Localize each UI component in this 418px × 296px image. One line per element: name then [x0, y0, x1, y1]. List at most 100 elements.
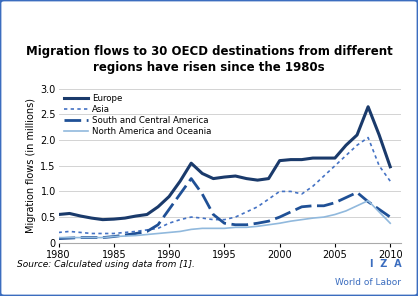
North America and Oceania: [388, 221, 393, 225]
Europe: [89, 216, 94, 220]
Asia: [366, 136, 371, 139]
Europe: [321, 156, 326, 160]
Europe: [299, 158, 304, 161]
Europe: [354, 133, 359, 137]
South and Central America: [310, 204, 315, 207]
North America and Oceania: [255, 225, 260, 228]
North America and Oceania: [211, 226, 216, 230]
Europe: [277, 159, 282, 163]
Asia: [244, 210, 249, 214]
Europe: [233, 174, 238, 178]
North America and Oceania: [89, 236, 94, 239]
Europe: [377, 133, 382, 137]
Europe: [255, 178, 260, 182]
North America and Oceania: [222, 226, 227, 230]
Line: Europe: Europe: [59, 107, 390, 220]
Asia: [299, 192, 304, 196]
Text: I  Z  A: I Z A: [370, 259, 401, 269]
Europe: [111, 217, 116, 221]
North America and Oceania: [321, 215, 326, 219]
Asia: [377, 164, 382, 168]
Asia: [155, 226, 161, 230]
North America and Oceania: [277, 221, 282, 225]
Asia: [233, 215, 238, 219]
Europe: [310, 156, 315, 160]
South and Central America: [133, 232, 138, 235]
Asia: [321, 174, 326, 178]
South and Central America: [122, 233, 127, 237]
Y-axis label: Migration flows (in millions): Migration flows (in millions): [26, 98, 36, 233]
Asia: [255, 205, 260, 209]
Asia: [388, 179, 393, 183]
Line: North America and Oceania: North America and Oceania: [59, 201, 390, 238]
Europe: [178, 179, 183, 183]
South and Central America: [189, 177, 194, 180]
South and Central America: [167, 207, 172, 211]
Asia: [310, 184, 315, 188]
South and Central America: [89, 236, 94, 239]
Europe: [332, 156, 337, 160]
Europe: [56, 213, 61, 216]
North America and Oceania: [244, 226, 249, 229]
Europe: [244, 177, 249, 180]
South and Central America: [321, 204, 326, 207]
South and Central America: [211, 213, 216, 216]
South and Central America: [366, 200, 371, 203]
Europe: [211, 177, 216, 180]
Asia: [56, 231, 61, 234]
Europe: [288, 158, 293, 161]
Line: Asia: Asia: [59, 138, 390, 234]
Europe: [266, 177, 271, 180]
North America and Oceania: [377, 210, 382, 214]
Europe: [133, 214, 138, 218]
North America and Oceania: [111, 235, 116, 238]
South and Central America: [111, 235, 116, 238]
Asia: [211, 218, 216, 221]
South and Central America: [145, 230, 150, 233]
North America and Oceania: [122, 234, 127, 238]
North America and Oceania: [189, 228, 194, 231]
North America and Oceania: [178, 230, 183, 233]
South and Central America: [266, 219, 271, 223]
Asia: [288, 190, 293, 193]
North America and Oceania: [133, 234, 138, 237]
Legend: Europe, Asia, South and Central America, North America and Oceania: Europe, Asia, South and Central America,…: [63, 93, 212, 137]
Asia: [178, 218, 183, 221]
South and Central America: [255, 221, 260, 225]
South and Central America: [233, 223, 238, 226]
South and Central America: [244, 223, 249, 226]
Asia: [67, 230, 72, 233]
North America and Oceania: [332, 213, 337, 216]
Asia: [78, 231, 83, 234]
Europe: [189, 161, 194, 165]
North America and Oceania: [67, 236, 72, 239]
Europe: [366, 105, 371, 109]
South and Central America: [222, 221, 227, 225]
Europe: [145, 213, 150, 216]
North America and Oceania: [266, 223, 271, 226]
Europe: [78, 214, 83, 218]
Europe: [200, 172, 205, 175]
Europe: [167, 195, 172, 198]
South and Central America: [178, 192, 183, 196]
South and Central America: [388, 215, 393, 219]
North America and Oceania: [344, 209, 349, 213]
South and Central America: [288, 210, 293, 214]
Asia: [200, 216, 205, 220]
South and Central America: [354, 191, 359, 194]
Asia: [354, 144, 359, 147]
Europe: [67, 212, 72, 215]
North America and Oceania: [299, 218, 304, 221]
South and Central America: [377, 207, 382, 211]
Europe: [388, 165, 393, 168]
Asia: [167, 221, 172, 225]
Europe: [155, 205, 161, 209]
North America and Oceania: [56, 236, 61, 239]
South and Central America: [277, 215, 282, 219]
North America and Oceania: [200, 226, 205, 230]
Asia: [133, 230, 138, 233]
Asia: [277, 190, 282, 193]
Asia: [122, 231, 127, 234]
Text: Source: Calculated using data from [1].: Source: Calculated using data from [1].: [17, 260, 195, 269]
North America and Oceania: [167, 231, 172, 234]
